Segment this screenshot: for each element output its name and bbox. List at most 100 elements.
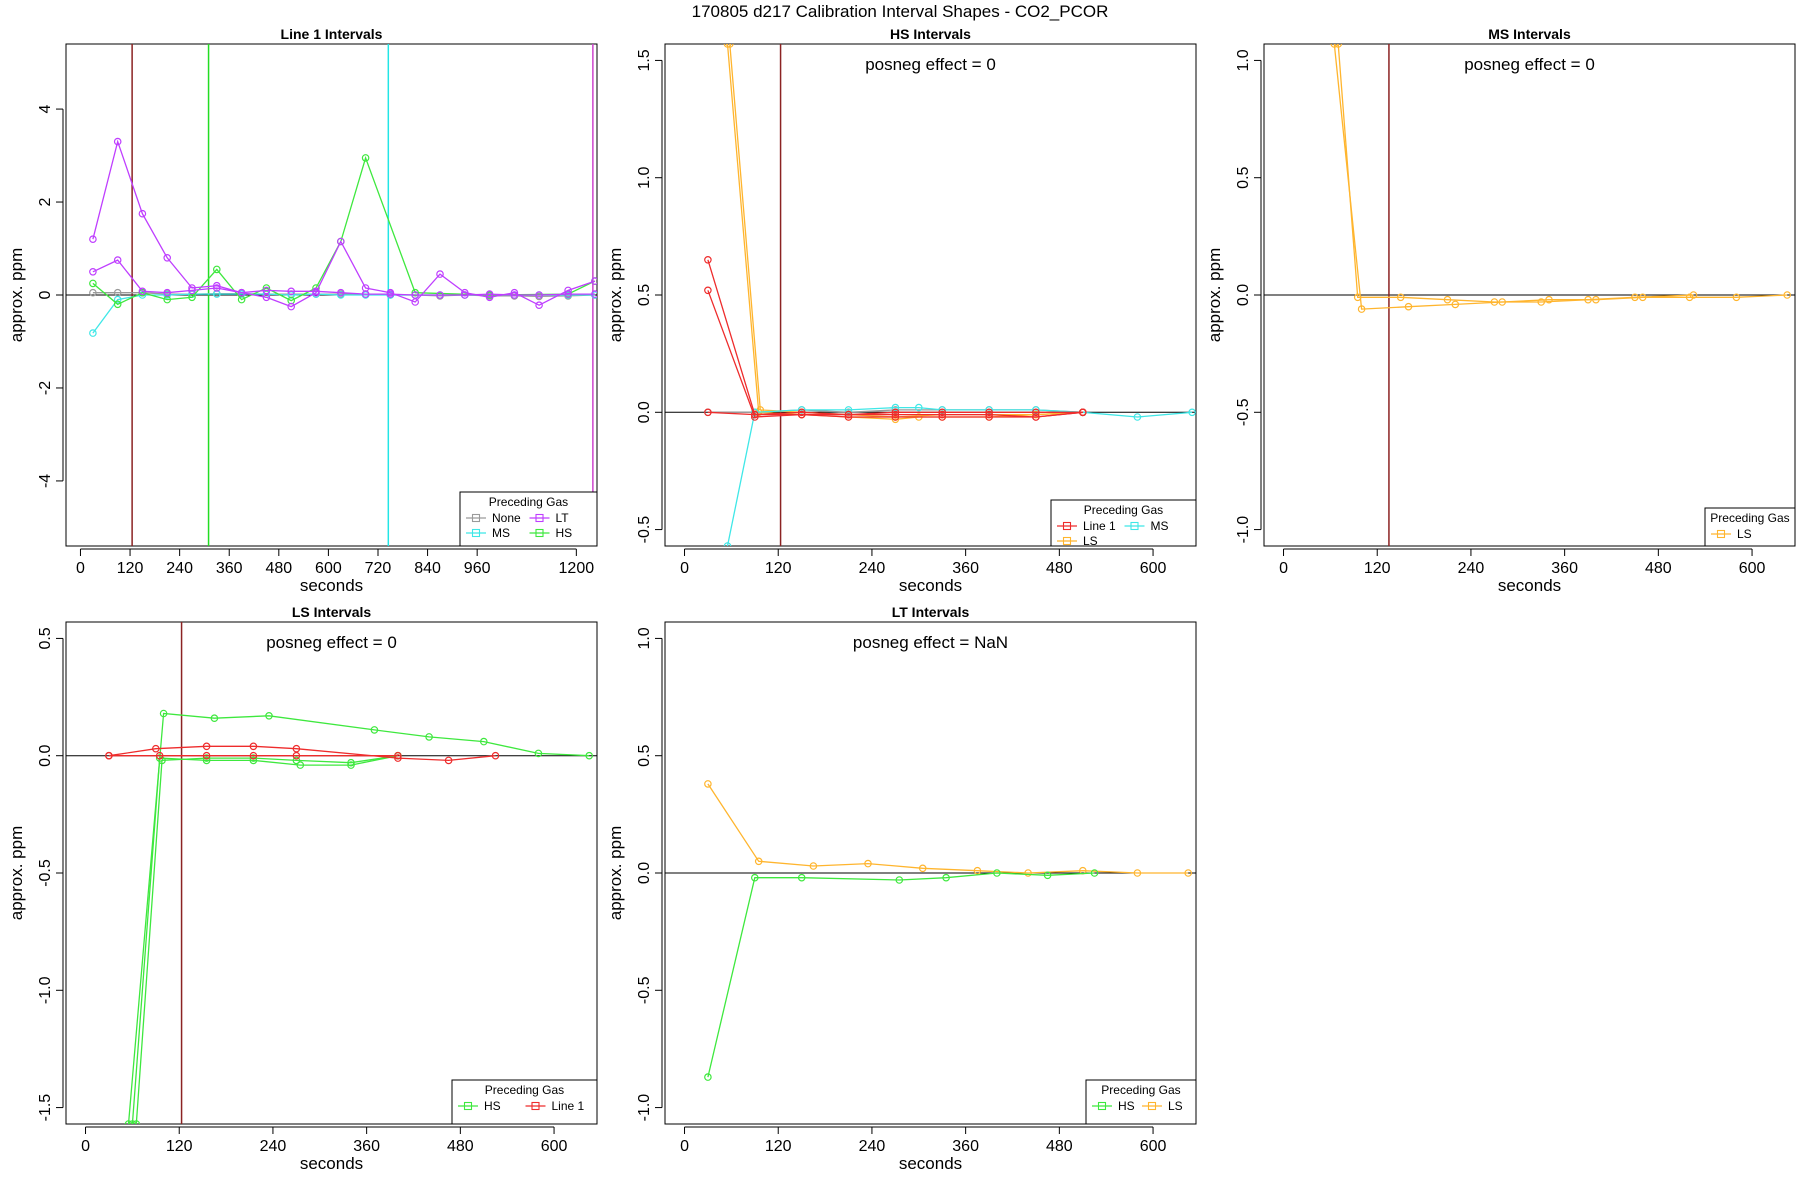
legend-entry-label: MS: [1151, 519, 1169, 533]
data-point: [287, 287, 296, 296]
data-point: [591, 277, 597, 285]
x-tick-label: 240: [260, 1138, 287, 1155]
legend-swatch-marker: [471, 513, 481, 523]
data-point: [347, 761, 355, 769]
x-tick-label: 0: [1279, 560, 1288, 577]
y-tick-label: 1.0: [1235, 49, 1252, 71]
data-point: [163, 253, 172, 262]
legend-swatch-marker: [463, 1101, 473, 1111]
data-point: [386, 290, 395, 298]
data-point: [1032, 408, 1040, 417]
data-point: [809, 862, 818, 870]
data-point: [1043, 871, 1052, 880]
data-point: [1443, 295, 1452, 304]
y-axis-label: approx. ppm: [7, 248, 26, 343]
data-point: [128, 1120, 137, 1124]
data-point: [993, 869, 1001, 877]
data-point: [292, 751, 301, 760]
posneg-annotation: posneg effect = NaN: [853, 633, 1008, 652]
data-point: [985, 413, 993, 421]
data-point: [188, 286, 196, 295]
data-point: [844, 406, 853, 414]
series-line: [707, 290, 1083, 418]
x-tick-label: 240: [859, 1138, 886, 1155]
data-point: [312, 287, 320, 296]
legend-title: Preceding Gas: [1101, 1083, 1180, 1097]
y-tick-label: 1.0: [636, 166, 653, 188]
data-point: [444, 756, 453, 765]
data-point: [1404, 302, 1413, 311]
x-tick-label: 360: [1551, 560, 1578, 577]
figure-title: 170805 d217 Calibration Interval Shapes …: [692, 2, 1109, 21]
data-point: [1732, 293, 1741, 302]
data-point: [942, 873, 950, 882]
plot-area: [66, 622, 597, 1124]
x-tick-label: 600: [1739, 560, 1766, 577]
legend-swatch-marker: [1716, 529, 1726, 539]
data-point: [89, 235, 97, 244]
y-axis-label: approx. ppm: [606, 826, 625, 921]
legend-swatch-marker: [1130, 521, 1139, 531]
data-point: [89, 288, 97, 297]
y-tick-label: 1.5: [636, 49, 653, 71]
data-point: [265, 711, 273, 720]
x-tick-label: 480: [447, 1138, 474, 1155]
x-tick-label: 360: [952, 1138, 979, 1155]
legend-title: Preceding Gas: [1084, 503, 1163, 517]
data-point: [436, 291, 444, 299]
data-point: [188, 284, 196, 292]
y-axis-label: approx. ppm: [1205, 248, 1224, 343]
panel-title: Line 1 Intervals: [281, 26, 383, 42]
legend-swatch-marker: [1062, 521, 1072, 531]
x-tick-label: 600: [1140, 1138, 1167, 1155]
data-point: [249, 742, 258, 751]
panel-title: LS Intervals: [292, 604, 372, 620]
legend: Preceding Gas HS LS: [1085, 1079, 1197, 1125]
x-tick-label: 120: [1364, 560, 1391, 577]
data-point: [535, 301, 543, 310]
x-tick-label: 600: [541, 1138, 568, 1155]
data-point: [985, 408, 993, 417]
data-point: [296, 761, 305, 769]
data-point: [844, 410, 853, 419]
data-point: [202, 751, 211, 760]
x-tick-label: 120: [765, 1138, 792, 1155]
x-tick-label: 480: [1645, 560, 1672, 577]
legend-entry-label: LS: [1737, 527, 1752, 541]
legend-entry-label: HS: [1118, 1099, 1135, 1113]
plot-frame: [664, 43, 1197, 547]
data-point: [138, 287, 147, 296]
data-point: [797, 873, 806, 882]
data-point: [938, 410, 947, 419]
data-point: [973, 866, 982, 875]
series-line: [1333, 44, 1788, 310]
data-point: [891, 403, 900, 412]
series-line: [92, 259, 595, 296]
data-point: [411, 288, 420, 297]
x-tick-label: 480: [1046, 560, 1073, 577]
legend-box: [459, 491, 598, 547]
posneg-annotation: posneg effect = 0: [1464, 55, 1595, 74]
data-point: [163, 288, 172, 297]
y-tick-label: -1.0: [37, 976, 54, 1004]
data-point: [89, 279, 97, 288]
x-tick-label: 480: [265, 560, 292, 577]
data-point: [460, 291, 469, 299]
series-line: [1337, 44, 1694, 303]
legend: Preceding Gas None LT MS HS: [459, 491, 598, 547]
data-point: [336, 288, 345, 297]
data-point: [249, 751, 258, 760]
x-tick-label: 0: [680, 560, 689, 577]
data-point: [411, 291, 420, 299]
x-tick-label: 480: [1046, 1138, 1073, 1155]
data-point: [510, 291, 519, 299]
x-tick-label: 120: [765, 560, 792, 577]
data-point: [1584, 295, 1592, 304]
data-point: [914, 403, 923, 412]
series-line: [108, 745, 496, 762]
y-tick-label: -0.5: [37, 859, 54, 887]
data-point: [1357, 305, 1366, 313]
data-point: [1689, 291, 1698, 299]
legend-entry-label: MS: [492, 526, 510, 540]
